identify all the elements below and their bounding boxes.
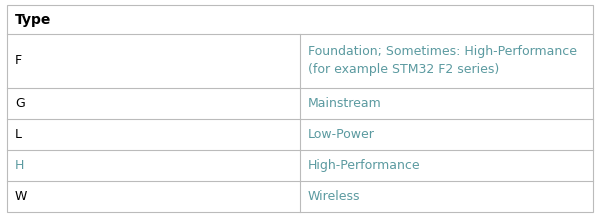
- Text: Foundation; Sometimes: High-Performance
(for example STM32 F2 series): Foundation; Sometimes: High-Performance …: [308, 45, 577, 76]
- Text: F: F: [15, 54, 22, 67]
- Text: H: H: [15, 159, 25, 172]
- Text: Wireless: Wireless: [308, 190, 361, 203]
- Text: Low-Power: Low-Power: [308, 128, 375, 141]
- Text: Type: Type: [15, 13, 52, 26]
- Text: Mainstream: Mainstream: [308, 97, 382, 110]
- Text: W: W: [15, 190, 28, 203]
- Text: L: L: [15, 128, 22, 141]
- Text: G: G: [15, 97, 25, 110]
- Text: High-Performance: High-Performance: [308, 159, 421, 172]
